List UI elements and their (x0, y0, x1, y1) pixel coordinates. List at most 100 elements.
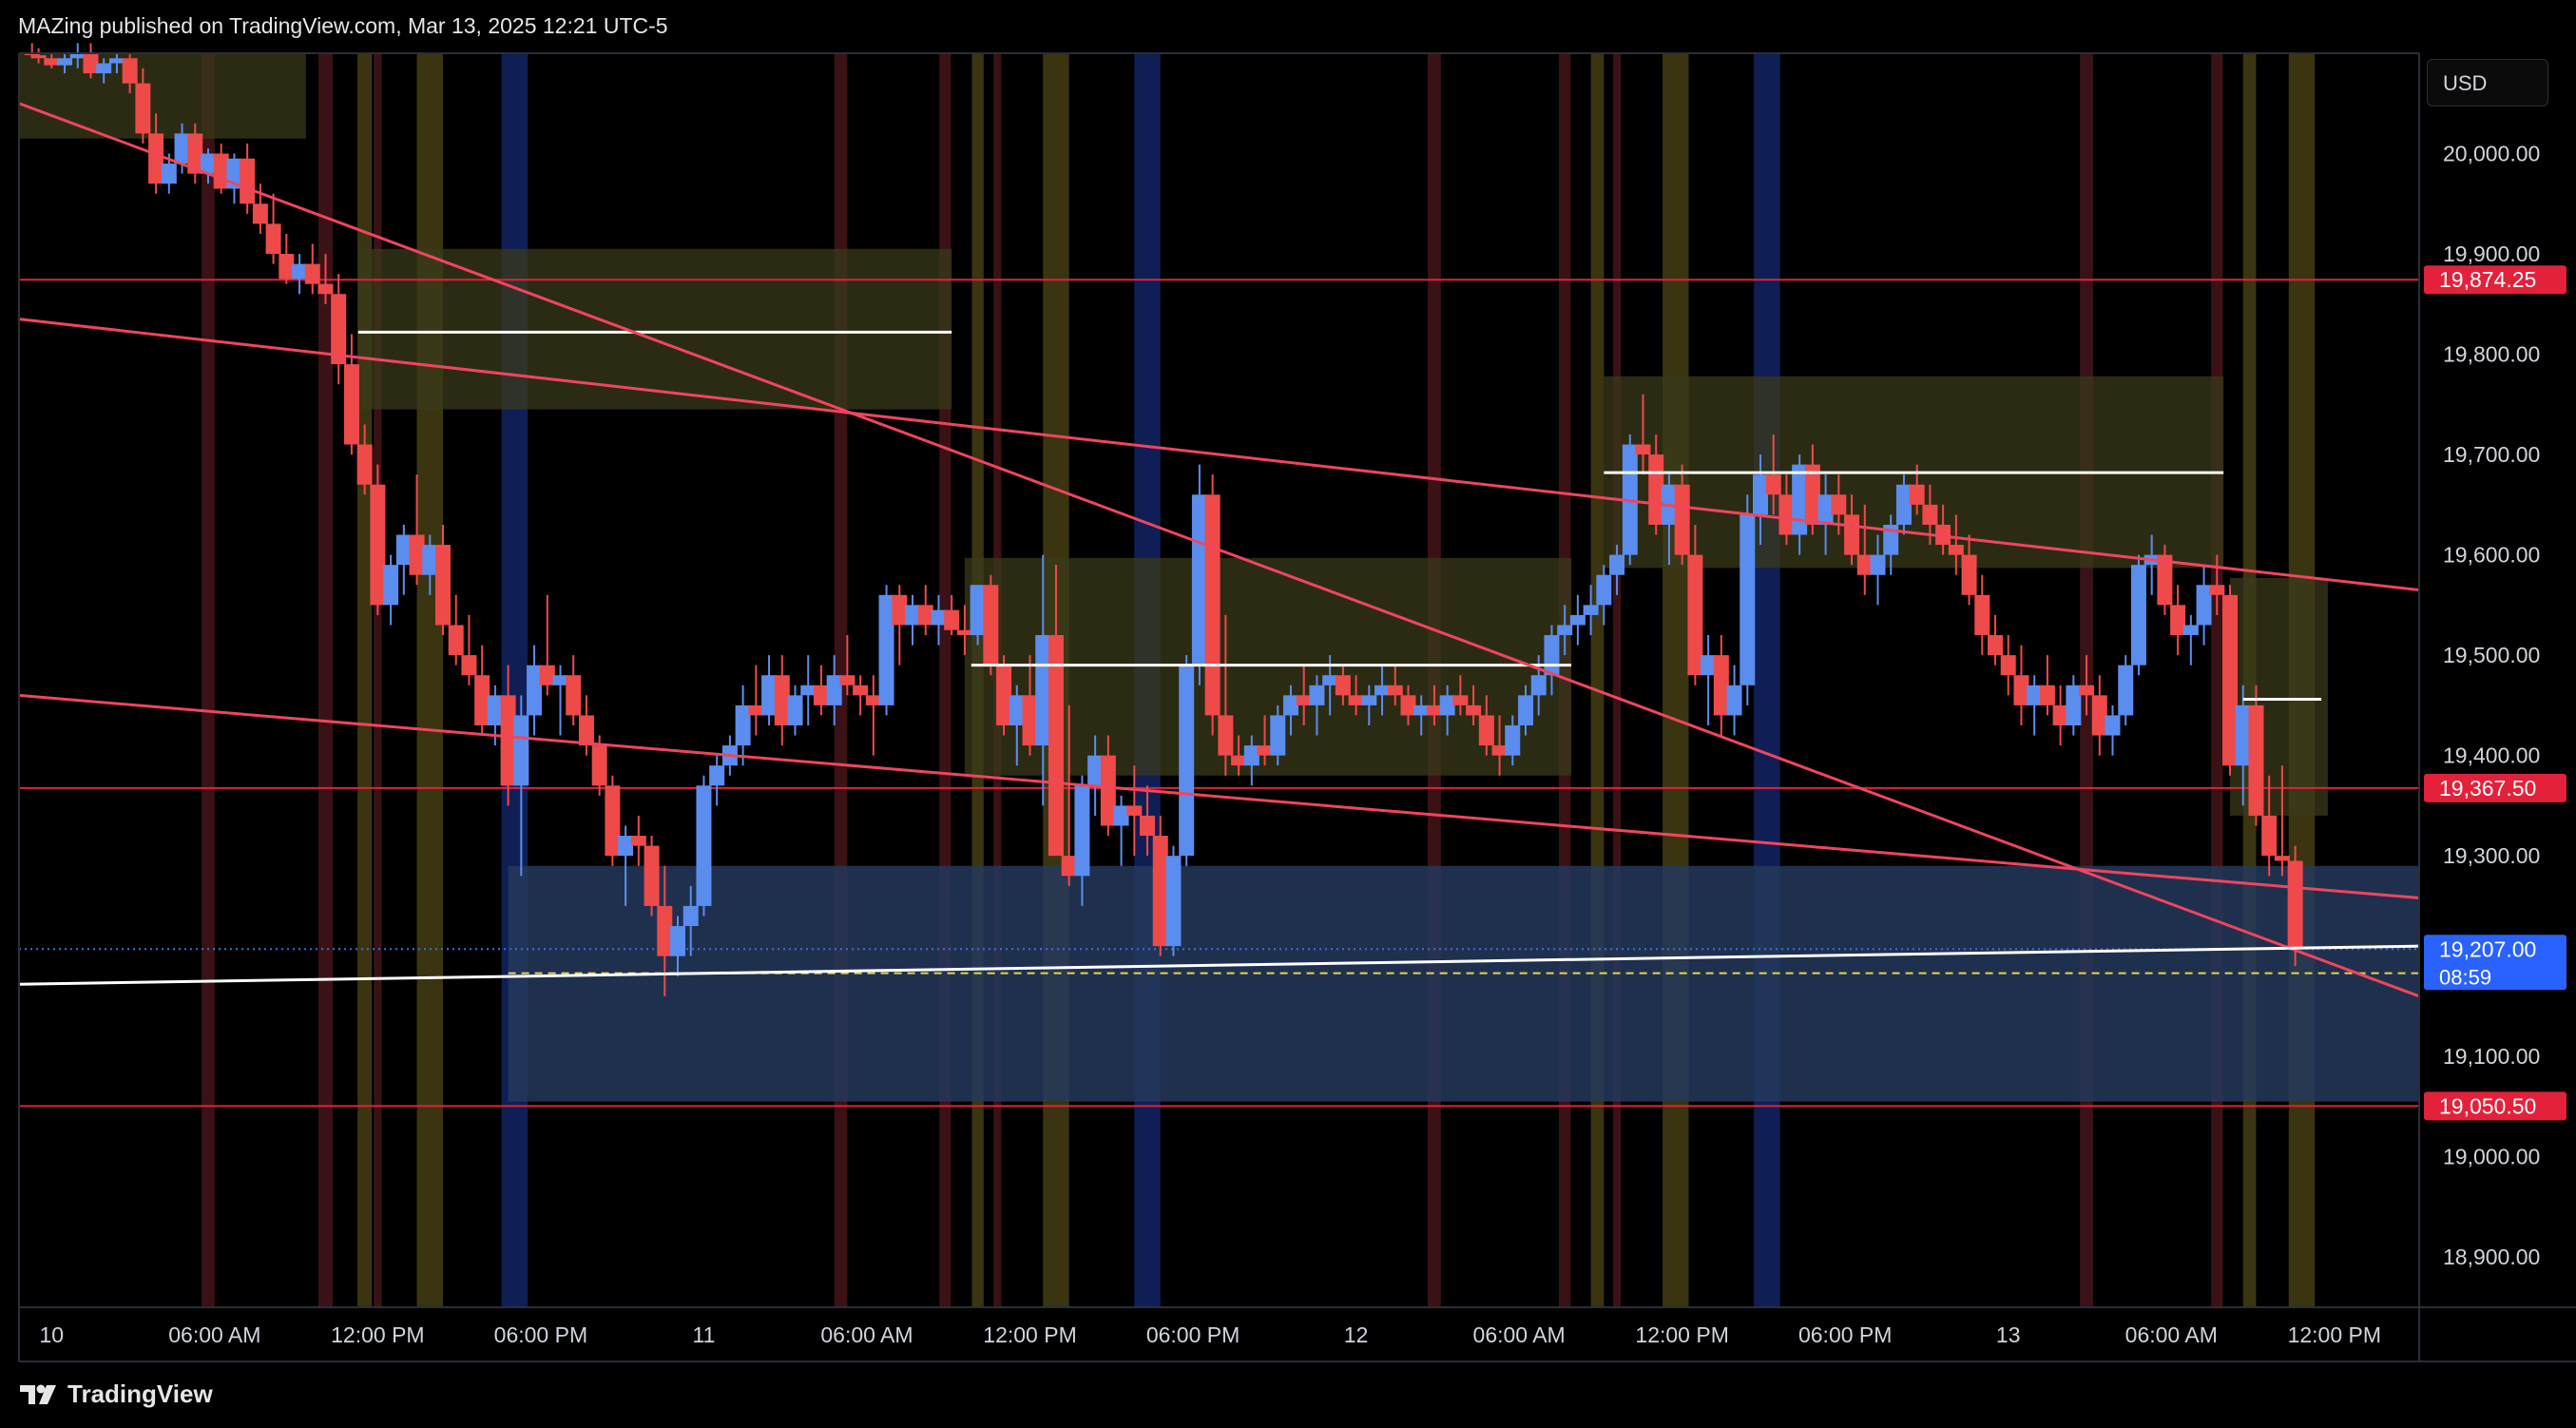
bear-candle (1452, 675, 1469, 716)
candle-body (1909, 484, 1925, 505)
bull-candle (1726, 665, 1742, 736)
bear-candle (448, 594, 464, 666)
bear-candle (30, 48, 47, 64)
bull-candle (2130, 554, 2146, 676)
bear-candle (409, 474, 425, 586)
bull-candle (108, 53, 125, 74)
last-price-tag (2424, 935, 2566, 991)
bear-candle (578, 695, 594, 756)
bull-candle (618, 825, 634, 906)
bear-candle (343, 334, 359, 455)
bull-candle (383, 554, 399, 626)
candle-body (1035, 635, 1051, 746)
bull-candle (1870, 534, 1886, 606)
bull-candle (422, 534, 438, 595)
price-tick-label: 19,500.00 (2443, 643, 2540, 667)
candle-body (148, 133, 164, 184)
bull-candle (787, 685, 803, 736)
price-tick-label: 19,100.00 (2443, 1044, 2540, 1069)
bear-candle (944, 594, 960, 636)
candle-body (2157, 554, 2173, 606)
bull-candle (1243, 735, 1259, 786)
bear-candle (1335, 665, 1351, 705)
bear-candle (1635, 394, 1651, 475)
time-tick-label: 11 (693, 1322, 716, 1347)
price-tick-label: 19,700.00 (2443, 442, 2540, 467)
candle-body (1505, 724, 1521, 756)
time-tick-label: 06:00 AM (820, 1322, 913, 1347)
candle-body (317, 283, 334, 295)
candle-body (2000, 655, 2016, 676)
candle-body (2013, 675, 2029, 705)
price-tick-label: 19,300.00 (2443, 843, 2540, 868)
candle-body (1282, 695, 1298, 716)
bear-candle (1061, 704, 1077, 886)
bear-candle (956, 605, 972, 656)
bull-candle (96, 58, 112, 84)
candle-body (527, 665, 543, 716)
bear-candle (1804, 444, 1820, 535)
candle-body (1179, 665, 1195, 857)
bear-candle (187, 123, 203, 184)
bear-candle (2079, 655, 2095, 716)
candle-body (2091, 695, 2107, 736)
bear-candle (748, 665, 764, 736)
bull-candle (1517, 685, 1533, 736)
candle-body (735, 704, 751, 746)
candle-body (1439, 695, 1455, 716)
bear-candle (44, 53, 60, 68)
bull-candle (1165, 845, 1182, 956)
session-band (2211, 53, 2223, 1307)
bear-candle (279, 233, 295, 284)
candle-body (1270, 715, 1286, 756)
bull-candle (552, 665, 568, 736)
price-tick-label: 19,000.00 (2443, 1145, 2540, 1169)
candle-body (395, 534, 412, 566)
candle-body (83, 53, 99, 74)
candle-body (1974, 594, 1990, 636)
published-line: MAZing published on TradingView.com, Mar… (18, 13, 668, 38)
candle-body (1140, 815, 1156, 837)
tradingview-brand[interactable]: TradingView (18, 1377, 213, 1411)
candle-body (174, 133, 190, 164)
candle-body (1126, 805, 1143, 816)
bear-candle (1713, 635, 1729, 736)
bull-candle (1569, 594, 1586, 646)
candle-body (1961, 554, 1977, 595)
candle-body (1335, 675, 1351, 696)
bull-candle (1087, 735, 1104, 816)
bear-candle (1204, 474, 1221, 736)
candle-body (996, 665, 1012, 725)
brand-name: TradingView (67, 1379, 213, 1408)
candle-body (383, 565, 399, 606)
candle-body (213, 153, 229, 189)
candle-body (1596, 574, 1612, 606)
candle-body (2105, 715, 2121, 736)
price-tick-label: 19,400.00 (2443, 743, 2540, 768)
bear-candle (461, 614, 477, 685)
candle-body (422, 545, 438, 575)
bear-candle (2274, 765, 2290, 877)
candle-body (826, 675, 842, 705)
time-tick-label: 13 (1996, 1322, 2021, 1347)
candle-body (539, 665, 555, 685)
bear-candle (1048, 565, 1064, 857)
bull-candle (513, 695, 529, 877)
bull-candle (1375, 665, 1391, 716)
candle-body (500, 695, 516, 786)
time-tick-label: 12:00 PM (331, 1322, 424, 1347)
bear-candle (1231, 735, 1247, 776)
bull-candle (527, 645, 543, 736)
candle-body (1478, 715, 1494, 746)
bear-candle (135, 68, 151, 144)
bull-candle (905, 594, 921, 646)
candle-body (1635, 444, 1651, 455)
candle-body (644, 845, 660, 906)
candle-body (2235, 704, 2251, 766)
candle-body (2130, 565, 2146, 666)
currency-selector[interactable]: USD (2427, 59, 2548, 106)
candle-body (709, 765, 725, 786)
session-band (1754, 53, 1780, 1307)
bear-candle (1974, 574, 1990, 656)
